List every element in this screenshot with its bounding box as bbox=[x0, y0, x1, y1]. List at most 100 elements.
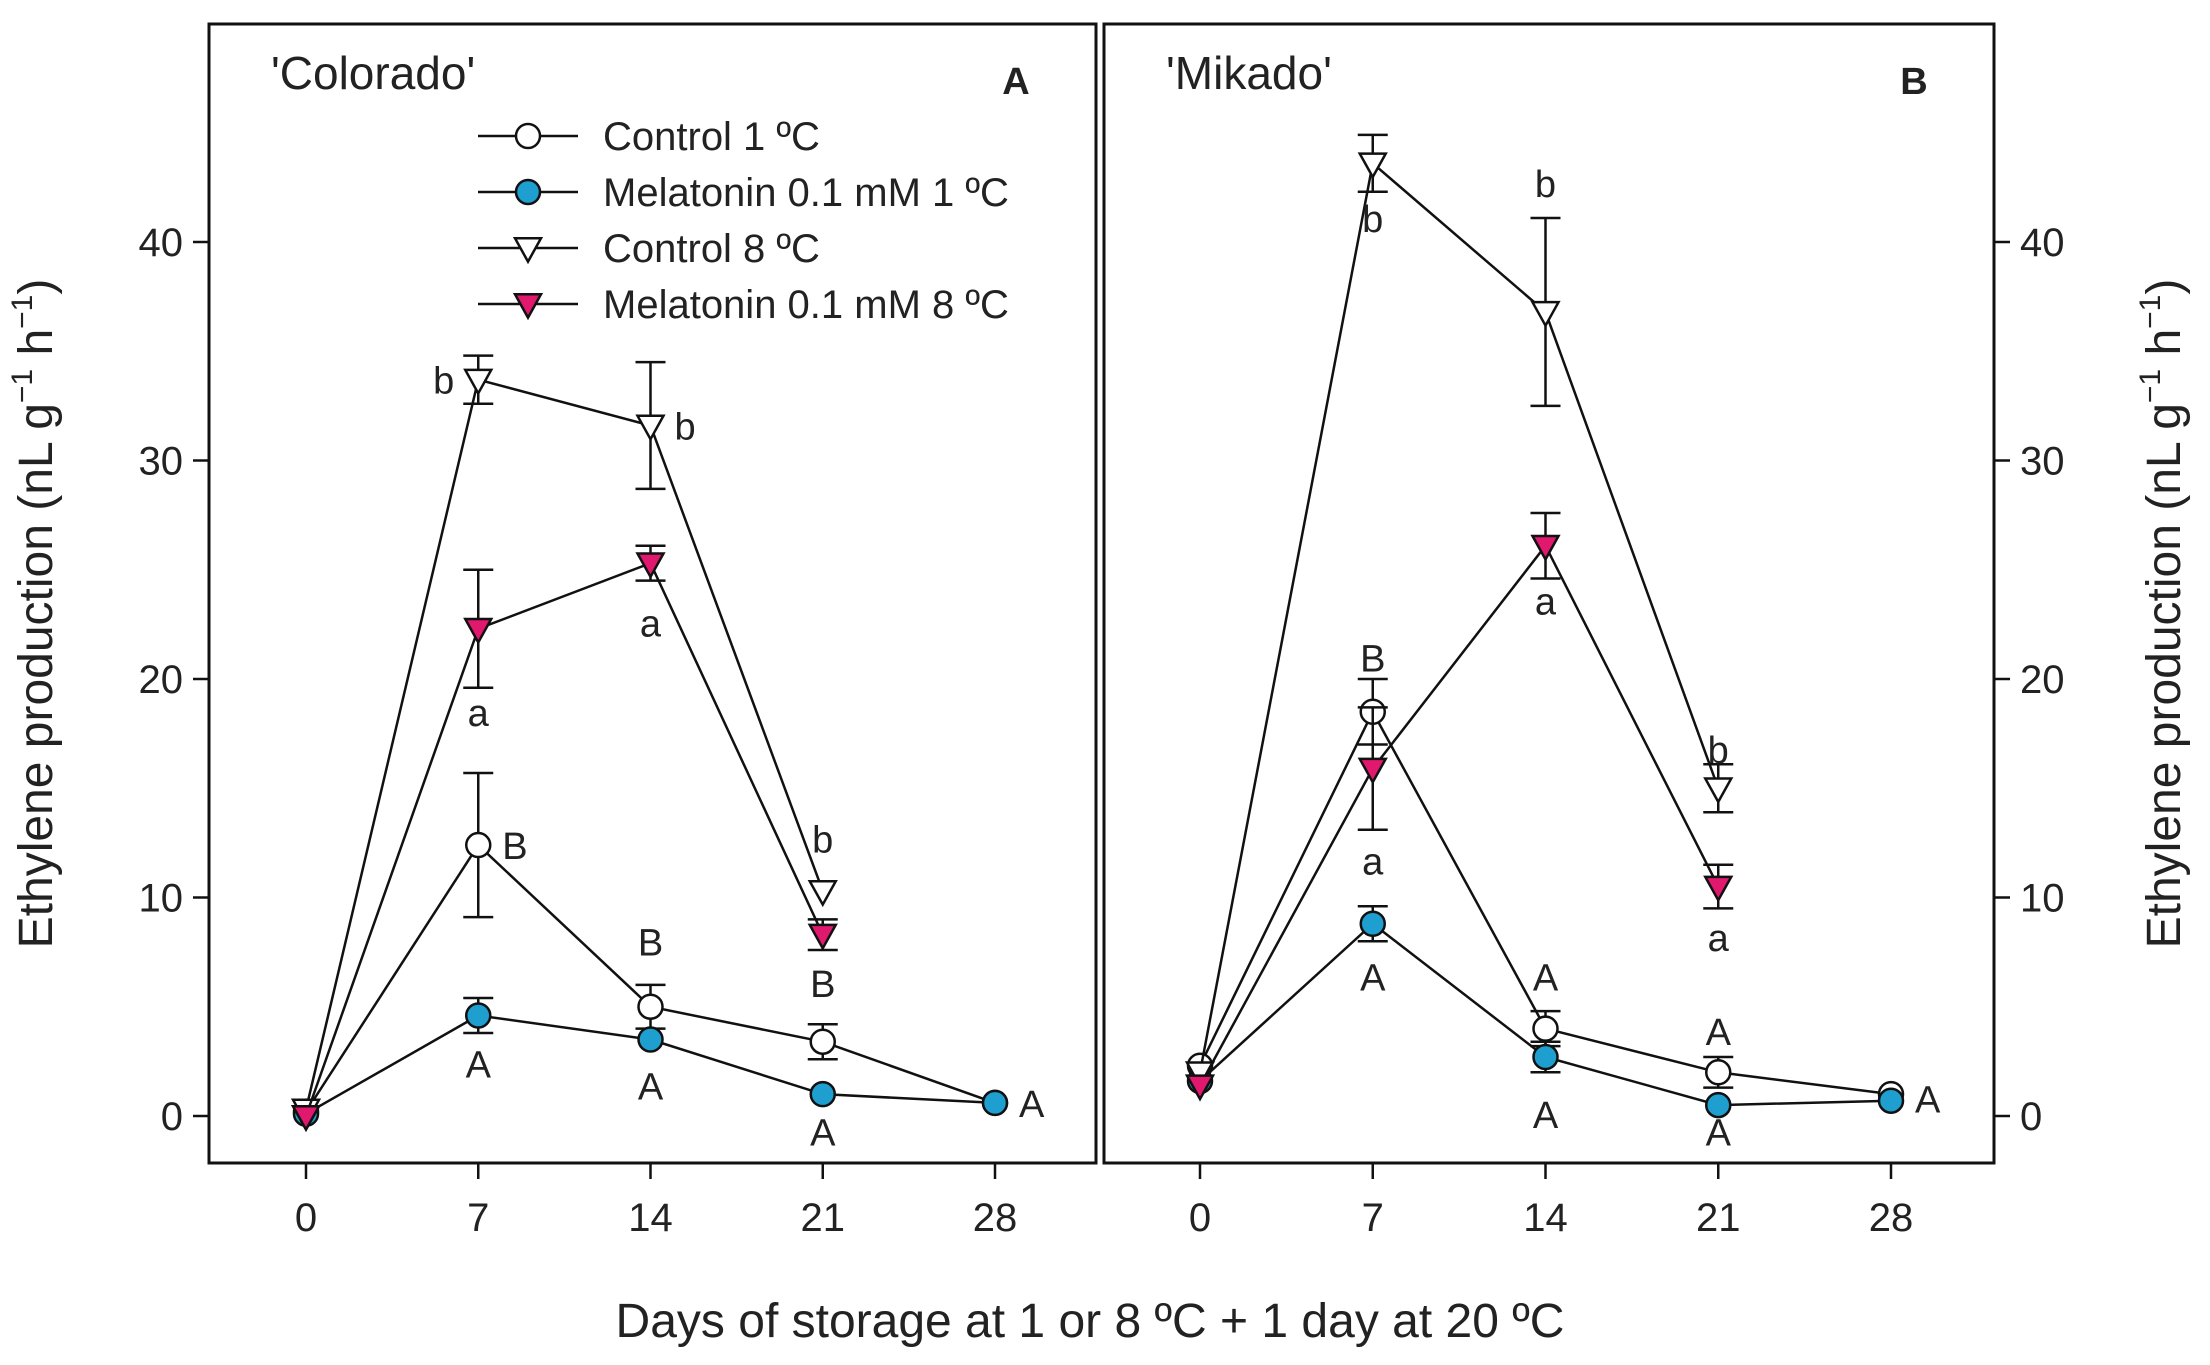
data-point bbox=[465, 831, 492, 859]
y-axis-title-part: Ethylene production (nL g bbox=[2138, 403, 2191, 948]
data-point bbox=[1532, 1043, 1559, 1071]
data-point bbox=[809, 1080, 836, 1108]
x-tick-label: 14 bbox=[628, 1196, 673, 1240]
significance-letter: b bbox=[1535, 164, 1556, 206]
series-line bbox=[304, 561, 824, 1117]
data-point bbox=[1359, 910, 1386, 937]
panel-colorado: 0 7 14 21 28 0 10 20 30 40 Ethylene production (nL… bbox=[6, 22, 1098, 1240]
data-point bbox=[465, 1002, 492, 1029]
plot-frame bbox=[1102, 22, 1996, 1165]
panel-title: 'Mikado' bbox=[1166, 47, 1332, 99]
x-tick-label: 28 bbox=[1869, 1196, 1914, 1240]
significance-letter: A bbox=[638, 1067, 664, 1109]
significance-letter: a bbox=[468, 693, 490, 735]
y-axis-title: Ethylene production (nL g−1 h−1) bbox=[6, 279, 63, 949]
legend-marker bbox=[514, 178, 542, 206]
series-line bbox=[304, 378, 824, 1110]
significance-letter: A bbox=[1360, 957, 1386, 999]
y-axis-title-part: h bbox=[10, 329, 63, 369]
y-axis-title-part: h bbox=[2138, 329, 2191, 369]
y-tick-label: 20 bbox=[139, 658, 184, 702]
significance-letter: A bbox=[466, 1045, 492, 1087]
significance-letter: a bbox=[1535, 582, 1557, 624]
y-axis-title-part: −1 bbox=[6, 295, 39, 329]
significance-letter: b bbox=[1708, 730, 1729, 772]
x-tick-label: 21 bbox=[801, 1196, 846, 1240]
x-tick-label: 28 bbox=[973, 1196, 1018, 1240]
data-point bbox=[1530, 534, 1561, 562]
y-tick-label: 10 bbox=[139, 877, 184, 921]
x-tick-label: 0 bbox=[295, 1196, 317, 1240]
data-point bbox=[1705, 1059, 1732, 1086]
y-tick-label: 30 bbox=[2020, 440, 2065, 484]
data-point bbox=[463, 368, 494, 396]
data-point bbox=[1877, 1087, 1905, 1114]
series-line bbox=[1198, 543, 1720, 1087]
significance-letter: b bbox=[812, 820, 833, 862]
x-tick-label: 0 bbox=[1189, 1196, 1211, 1240]
significance-letter: B bbox=[502, 826, 527, 868]
significance-letter: B bbox=[1360, 638, 1385, 680]
data-point bbox=[1184, 1074, 1216, 1102]
y-tick-label: 20 bbox=[2020, 658, 2065, 702]
data-point bbox=[290, 1105, 322, 1133]
x-tick-label: 7 bbox=[467, 1196, 489, 1240]
data-point bbox=[635, 552, 666, 580]
y-tick-label: 10 bbox=[2020, 877, 2065, 921]
series-3 bbox=[290, 544, 838, 1133]
data-point bbox=[637, 1026, 664, 1053]
data-point bbox=[1357, 152, 1388, 180]
significance-letter: A bbox=[1533, 1095, 1559, 1137]
data-point bbox=[635, 414, 666, 442]
significance-letter: B bbox=[810, 964, 835, 1006]
panel-letter: B bbox=[1900, 61, 1927, 103]
data-point bbox=[1703, 777, 1734, 805]
x-axis-title: Days of storage at 1 or 8 ºC + 1 day at … bbox=[616, 1295, 1565, 1348]
legend: Control 1 ºC Melatonin 0.1 mM 1 ºC Control… bbox=[478, 115, 1009, 327]
legend-marker bbox=[512, 237, 544, 265]
significance-letter: b bbox=[675, 407, 696, 449]
data-point bbox=[463, 617, 494, 645]
legend-label: Melatonin 0.1 mM 1 ºC bbox=[603, 171, 1009, 215]
y-tick-label: 40 bbox=[2020, 221, 2065, 265]
panel-mikado: 0 7 14 21 28 0 10 20 30 40 Ethylene production (nL… bbox=[1102, 22, 2191, 1240]
data-point bbox=[1703, 875, 1734, 903]
y-tick-label: 0 bbox=[161, 1095, 183, 1139]
plot-frame bbox=[207, 22, 1098, 1165]
significance-letter: b bbox=[1362, 199, 1383, 241]
y-tick-label: 0 bbox=[2020, 1095, 2042, 1139]
significance-letter: b bbox=[433, 361, 454, 403]
y-axis-title-part: −1 bbox=[2134, 369, 2167, 403]
significance-letter: a bbox=[1708, 918, 1730, 960]
significance-letter: A bbox=[810, 1112, 836, 1154]
legend-marker bbox=[514, 122, 542, 150]
y-axis-title-part: −1 bbox=[2134, 295, 2167, 329]
series-3 bbox=[1184, 511, 1734, 1102]
y-axis-title-part: −1 bbox=[6, 369, 39, 403]
y-tick-label: 30 bbox=[139, 440, 184, 484]
significance-letter: A bbox=[1706, 1012, 1732, 1054]
significance-letter: B bbox=[638, 922, 663, 964]
significance-letter: A bbox=[1533, 957, 1559, 999]
legend-marker bbox=[512, 293, 544, 321]
data-point bbox=[1532, 1015, 1559, 1042]
legend-label: Control 1 ºC bbox=[603, 115, 820, 159]
data-point bbox=[807, 879, 838, 908]
significance-letter: a bbox=[1362, 842, 1384, 884]
y-axis-title: Ethylene production (nL g−1 h−1) bbox=[2134, 279, 2191, 949]
data-point bbox=[1705, 1091, 1732, 1119]
y-axis-title-part: ) bbox=[10, 279, 63, 295]
x-tick-label: 14 bbox=[1523, 1196, 1568, 1240]
significance-letter: A bbox=[1706, 1112, 1732, 1154]
significance-letter: a bbox=[640, 603, 662, 645]
legend-label: Control 8 ºC bbox=[603, 227, 820, 271]
x-tick-label: 7 bbox=[1362, 1196, 1384, 1240]
legend-label: Melatonin 0.1 mM 8 ºC bbox=[603, 283, 1009, 327]
data-point bbox=[807, 923, 838, 951]
data-point bbox=[981, 1089, 1009, 1117]
data-point bbox=[637, 993, 664, 1020]
data-point bbox=[809, 1028, 836, 1055]
data-point bbox=[1530, 300, 1561, 329]
data-point bbox=[1357, 757, 1388, 785]
